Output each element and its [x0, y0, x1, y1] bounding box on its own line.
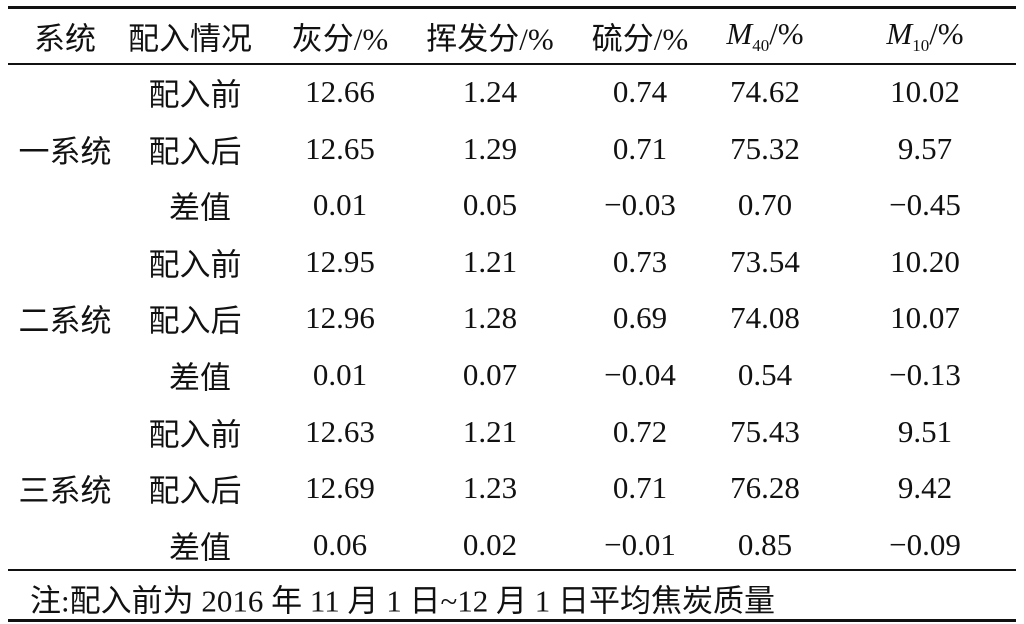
cell: 10.07: [890, 300, 960, 336]
cell: 9.51: [897, 413, 953, 449]
header-cell: 挥发分/%: [426, 21, 554, 57]
cell: 12.95: [305, 243, 375, 279]
cell: 0.73: [612, 243, 668, 279]
row-label: 配入后: [148, 134, 242, 170]
header-cell: M10/%: [886, 16, 963, 56]
cell: 0.06: [312, 526, 368, 562]
group-name: 一系统: [18, 134, 112, 170]
group-name: 二系统: [18, 303, 112, 339]
row-label: 差值: [169, 530, 231, 566]
bottom-rule: [8, 619, 1016, 622]
cell: −0.09: [889, 526, 961, 562]
header-symbol: M: [726, 15, 753, 51]
cell: 12.65: [305, 130, 375, 166]
header-cell: 系统: [34, 21, 96, 57]
cell: 1.28: [462, 300, 518, 336]
cell: 1.29: [462, 130, 518, 166]
row-label: 配入前: [148, 247, 242, 283]
row-label: 配入前: [148, 417, 242, 453]
cell: 74.08: [730, 300, 800, 336]
cell: 10.02: [890, 74, 960, 109]
header-subscript: 10: [912, 36, 930, 56]
top-rule: [8, 6, 1016, 9]
cell: −0.04: [604, 357, 676, 392]
cell: 73.54: [730, 243, 800, 279]
cell: 12.63: [305, 413, 375, 449]
cell: 1.23: [462, 470, 518, 506]
cell: 0.85: [737, 526, 793, 562]
header-cell: 灰分/%: [291, 21, 389, 57]
cell: 0.07: [462, 357, 518, 392]
cell: −0.03: [604, 187, 676, 223]
cell: 0.01: [312, 187, 368, 223]
header-subscript: 40: [752, 36, 770, 56]
cell: 12.69: [305, 470, 375, 506]
cell: 0.02: [462, 526, 518, 562]
cell: 12.96: [305, 300, 375, 336]
header-cell: M40/%: [726, 16, 803, 56]
header-unit: /%: [929, 15, 964, 51]
cell: 1.21: [462, 413, 518, 449]
header-cell: 硫分/%: [591, 21, 689, 57]
cell: 0.71: [612, 130, 668, 166]
cell: 9.42: [897, 470, 953, 506]
cell: 75.43: [730, 413, 800, 449]
table-note: 注:配入前为 2016 年 11 月 1 日~12 月 1 日平均焦炭质量: [30, 583, 775, 619]
cell: 1.24: [462, 74, 518, 109]
cell: 0.72: [612, 413, 668, 449]
cell: 74.62: [730, 74, 800, 109]
row-label: 差值: [169, 190, 231, 226]
cell: 1.21: [462, 243, 518, 279]
cell: 0.69: [612, 300, 668, 336]
cell: 0.71: [612, 470, 668, 506]
cell: 76.28: [730, 470, 800, 506]
cell: 0.54: [737, 357, 793, 392]
row-label: 配入后: [148, 303, 242, 339]
cell: −0.13: [889, 357, 961, 392]
cell: 0.74: [612, 74, 668, 109]
note-rule: [8, 569, 1016, 571]
cell: 9.57: [897, 130, 953, 166]
group-name: 三系统: [18, 473, 112, 509]
cell: 0.70: [737, 187, 793, 223]
cell: −0.45: [889, 187, 961, 223]
header-unit: /%: [769, 15, 804, 51]
header-symbol: M: [886, 15, 913, 51]
cell: 12.66: [305, 74, 375, 109]
row-label: 配入后: [148, 473, 242, 509]
cell: 0.01: [312, 357, 368, 392]
cell: 75.32: [730, 130, 800, 166]
row-label: 差值: [169, 360, 231, 396]
header-rule: [8, 63, 1016, 65]
cell: 10.20: [890, 243, 960, 279]
cell: −0.01: [604, 526, 676, 562]
row-label: 配入前: [148, 77, 242, 113]
cell: 0.05: [462, 187, 518, 223]
header-cell: 配入情况: [128, 21, 252, 57]
